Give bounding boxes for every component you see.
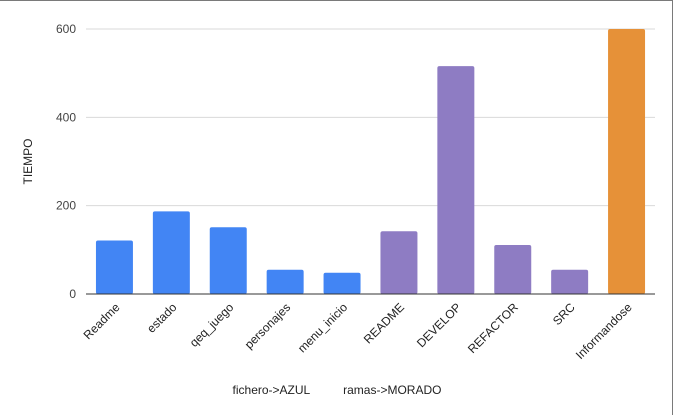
- bar-estado: [152, 211, 190, 294]
- y-axis-label: TIEMPO: [21, 138, 35, 184]
- x-tick-label: Informandose: [573, 300, 635, 362]
- x-tick-label: REFACTOR: [465, 300, 521, 356]
- x-tick-labels: Readme estado qeq_juego personajes menu_inic…: [81, 300, 635, 362]
- y-tick-label: 400: [56, 110, 76, 124]
- y-tick-label: 0: [69, 287, 76, 301]
- y-tick-label: 200: [56, 199, 76, 213]
- bar-refactor: [494, 244, 532, 294]
- bar-develop: [437, 66, 475, 294]
- bar-qeq-juego: [209, 227, 247, 294]
- x-axis-label: fichero->AZUL ramas->MORADO: [232, 383, 442, 397]
- bar-readme: [380, 231, 418, 294]
- gridlines: [86, 28, 655, 207]
- x-tick-label: Readme: [81, 300, 123, 342]
- x-tick-label: DEVELOP: [414, 300, 464, 350]
- x-tick-label: README: [361, 300, 407, 346]
- bar-src: [551, 269, 589, 294]
- bar-personajes: [266, 269, 304, 294]
- bar-readme: [95, 240, 133, 294]
- x-tick-label: personajes: [242, 300, 293, 351]
- bar-informandose: [608, 29, 646, 294]
- bar-menu-inicio: [323, 272, 361, 294]
- bars: [95, 29, 646, 294]
- x-tick-label: estado: [144, 300, 180, 336]
- x-tick-label: SRC: [550, 300, 578, 328]
- y-tick-label: 600: [56, 22, 76, 36]
- x-tick-label: menu_inicio: [295, 300, 350, 355]
- y-tick-labels: 0 200 400 600: [56, 22, 76, 301]
- x-tick-label: qeq_juego: [187, 300, 237, 350]
